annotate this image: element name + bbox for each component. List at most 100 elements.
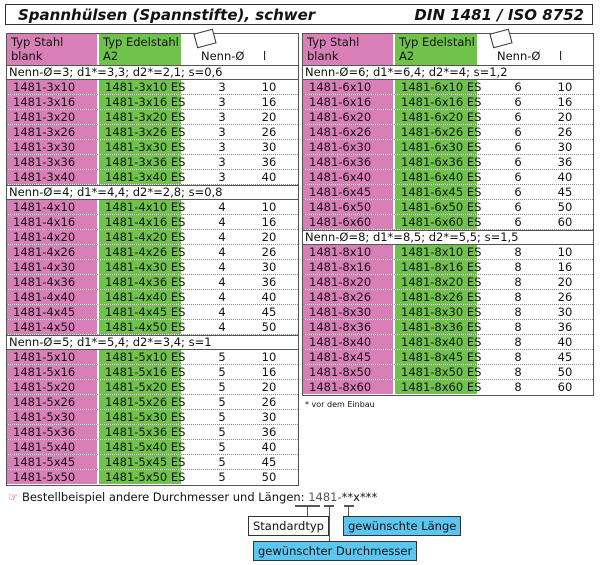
- label-diameter: gewünschter Durchmesser: [253, 541, 418, 561]
- table-row: 1481-6x26 1481-6x26 ES 6 26: [303, 125, 593, 140]
- edelstahl-part-number: 1481-3x40 ES: [99, 170, 185, 184]
- table-row: 1481-6x45 1481-6x45 ES 6 45: [303, 185, 593, 200]
- connector-line: [307, 506, 308, 516]
- table-header: Typ Stahl blank Typ Edelstahl A2 Nenn-Ø l: [303, 28, 593, 65]
- edelstahl-part-number: 1481-6x45 ES: [395, 185, 481, 199]
- nenn-diameter: 8: [514, 260, 522, 274]
- length: 16: [261, 365, 277, 379]
- stahl-part-number: 1481-4x45: [7, 305, 97, 319]
- stahl-part-number: 1481-4x30: [7, 260, 97, 274]
- nenn-diameter: 4: [218, 305, 226, 319]
- standard-title: DIN 1481 / ISO 8752: [414, 6, 584, 24]
- stahl-part-number: 1481-5x10: [7, 350, 97, 364]
- nenn-diameter: 8: [514, 380, 522, 394]
- length: 26: [261, 125, 277, 139]
- length: 20: [557, 110, 573, 124]
- title-bar: Spannhülsen (Spannstifte), schwer DIN 14…: [5, 4, 593, 25]
- edelstahl-part-number: 1481-6x50 ES: [395, 200, 481, 214]
- length: 50: [557, 365, 573, 379]
- connector-line: [348, 506, 349, 516]
- stahl-part-number: 1481-5x45: [7, 455, 97, 469]
- table-row: 1481-6x60 1481-6x60 ES 6 60: [303, 215, 593, 230]
- nenn-diameter: 3: [218, 125, 226, 139]
- length: 40: [261, 290, 277, 304]
- nenn-diameter: 5: [218, 455, 226, 469]
- stahl-part-number: 1481-6x20: [303, 110, 393, 124]
- order-example: ☞ Bestellbeispiel andere Durchmesser und…: [8, 491, 377, 504]
- table-row: 1481-3x10 1481-3x10 ES 3 10: [7, 80, 298, 95]
- stahl-part-number: 1481-6x50: [303, 200, 393, 214]
- header-length: l: [559, 49, 563, 63]
- table-row: 1481-3x30 1481-3x30 ES 3 30: [7, 140, 298, 155]
- table-row: 1481-8x16 1481-8x16 ES 8 16: [303, 260, 593, 275]
- edelstahl-part-number: 1481-5x20 ES: [99, 380, 185, 394]
- length: 40: [261, 440, 277, 454]
- nenn-diameter: 5: [218, 365, 226, 379]
- length: 36: [557, 320, 573, 334]
- length: 20: [261, 230, 277, 244]
- stahl-part-number: 1481-6x40: [303, 170, 393, 184]
- nenn-diameter: 4: [218, 260, 226, 274]
- stahl-part-number: 1481-5x40: [7, 440, 97, 454]
- edelstahl-part-number: 1481-6x36 ES: [395, 155, 481, 169]
- nenn-diameter: 8: [514, 335, 522, 349]
- page-title: Spannhülsen (Spannstifte), schwer: [18, 6, 316, 24]
- stahl-part-number: 1481-8x36: [303, 320, 393, 334]
- table-row: 1481-5x40 1481-5x40 ES 5 40: [7, 440, 298, 455]
- table-row: 1481-3x40 1481-3x40 ES 3 40: [7, 170, 298, 185]
- length: 30: [261, 410, 277, 424]
- nenn-diameter: 4: [218, 290, 226, 304]
- table-row: 1481-8x26 1481-8x26 ES 8 26: [303, 290, 593, 305]
- edelstahl-part-number: 1481-4x45 ES: [99, 305, 185, 319]
- edelstahl-part-number: 1481-6x16 ES: [395, 95, 481, 109]
- nenn-diameter: 4: [218, 275, 226, 289]
- length: 50: [557, 200, 573, 214]
- length: 10: [261, 350, 277, 364]
- edelstahl-part-number: 1481-4x26 ES: [99, 245, 185, 259]
- stahl-part-number: 1481-8x26: [303, 290, 393, 304]
- nenn-diameter: 6: [514, 155, 522, 169]
- label-length: gewünschte Länge: [343, 516, 462, 536]
- table-row: 1481-5x10 1481-5x10 ES 5 10: [7, 350, 298, 365]
- table-row: 1481-6x20 1481-6x20 ES 6 20: [303, 110, 593, 125]
- edelstahl-part-number: 1481-3x16 ES: [99, 95, 185, 109]
- table-row: 1481-5x36 1481-5x36 ES 5 36: [7, 425, 298, 440]
- table-row: 1481-4x40 1481-4x40 ES 4 40: [7, 290, 298, 305]
- stahl-part-number: 1481-4x26: [7, 245, 97, 259]
- footnote: * vor dem Einbau: [305, 400, 375, 409]
- stahl-part-number: 1481-5x36: [7, 425, 97, 439]
- edelstahl-part-number: 1481-8x60 ES: [395, 380, 481, 394]
- table-left: Typ Stahl blank Typ Edelstahl A2 Nenn-Ø l Nenn…: [6, 28, 299, 486]
- table-row: 1481-8x20 1481-8x20 ES 8 20: [303, 275, 593, 290]
- stahl-part-number: 1481-8x30: [303, 305, 393, 319]
- length: 50: [261, 470, 277, 484]
- stahl-part-number: 1481-4x16: [7, 215, 97, 229]
- nenn-diameter: 5: [218, 380, 226, 394]
- nenn-diameter: 6: [514, 140, 522, 154]
- edelstahl-part-number: 1481-6x26 ES: [395, 125, 481, 139]
- table-row: 1481-4x26 1481-4x26 ES 4 26: [7, 245, 298, 260]
- edelstahl-part-number: 1481-3x26 ES: [99, 125, 185, 139]
- header-stahl-line1: Typ Stahl: [11, 35, 64, 49]
- length: 60: [557, 215, 573, 229]
- length: 26: [261, 245, 277, 259]
- stahl-part-number: 1481-4x10: [7, 200, 97, 214]
- table-row: 1481-3x16 1481-3x16 ES 3 16: [7, 95, 298, 110]
- edelstahl-part-number: 1481-8x40 ES: [395, 335, 481, 349]
- table-row: 1481-4x10 1481-4x10 ES 4 10: [7, 200, 298, 215]
- edelstahl-part-number: 1481-4x40 ES: [99, 290, 185, 304]
- header-edelstahl: Typ Edelstahl A2: [99, 34, 181, 65]
- header-nenn: Nenn-Ø: [201, 49, 245, 63]
- edelstahl-part-number: 1481-3x10 ES: [99, 80, 185, 94]
- nenn-diameter: 3: [218, 110, 226, 124]
- header-edelstahl-line1: Typ Edelstahl: [103, 35, 179, 49]
- stahl-part-number: 1481-6x30: [303, 140, 393, 154]
- length: 30: [557, 140, 573, 154]
- length: 10: [557, 80, 573, 94]
- edelstahl-part-number: 1481-4x30 ES: [99, 260, 185, 274]
- edelstahl-part-number: 1481-5x36 ES: [99, 425, 185, 439]
- header-stahl-line2: blank: [307, 49, 339, 63]
- nenn-diameter: 6: [514, 170, 522, 184]
- header-stahl: Typ Stahl blank: [7, 34, 97, 65]
- stahl-part-number: 1481-6x60: [303, 215, 393, 229]
